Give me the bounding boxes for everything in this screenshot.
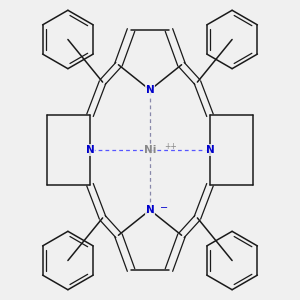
Text: N: N [146, 205, 154, 215]
Text: N: N [206, 145, 214, 155]
Text: N: N [85, 145, 94, 155]
Text: N: N [146, 85, 154, 95]
Text: −: − [160, 203, 168, 213]
Text: ++: ++ [164, 142, 177, 151]
Text: Ni: Ni [144, 145, 156, 155]
